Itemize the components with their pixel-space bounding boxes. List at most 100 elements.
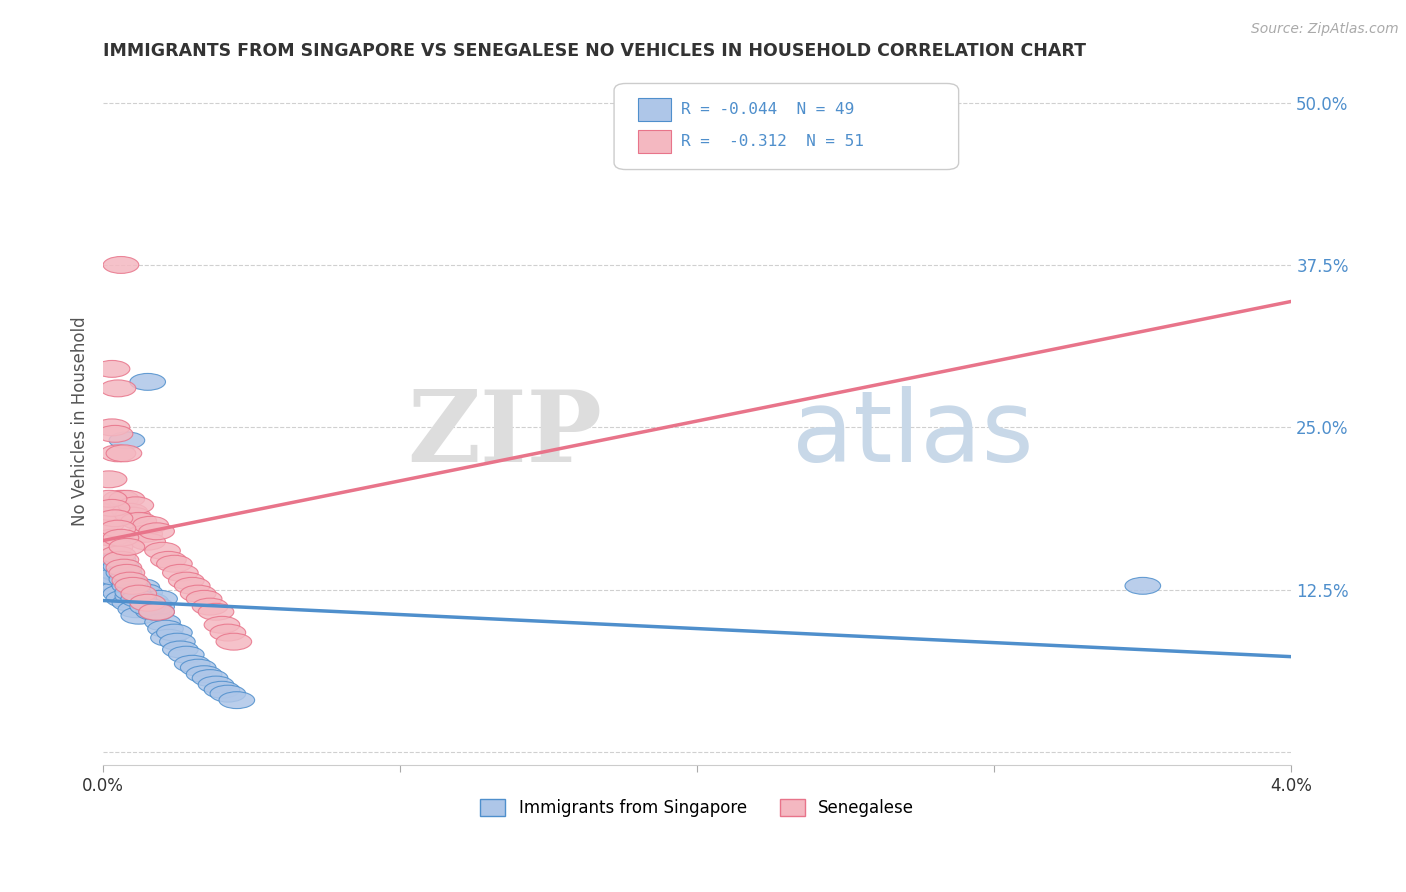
Ellipse shape [174,656,209,673]
Ellipse shape [150,630,187,646]
Ellipse shape [142,591,177,607]
FancyBboxPatch shape [614,84,959,169]
Y-axis label: No Vehicles in Household: No Vehicles in Household [72,316,89,525]
Ellipse shape [97,510,132,526]
Ellipse shape [121,591,156,607]
Ellipse shape [94,419,129,436]
Ellipse shape [112,577,148,594]
Ellipse shape [145,542,180,559]
Ellipse shape [145,614,180,631]
Ellipse shape [97,574,132,591]
Ellipse shape [132,593,169,610]
Ellipse shape [112,503,148,520]
Text: R =  -0.312  N = 51: R = -0.312 N = 51 [681,134,863,149]
Ellipse shape [91,556,127,572]
Ellipse shape [110,572,145,589]
Ellipse shape [129,374,166,391]
Ellipse shape [124,579,159,596]
Ellipse shape [94,562,129,579]
Legend: Immigrants from Singapore, Senegalese: Immigrants from Singapore, Senegalese [474,792,921,823]
Ellipse shape [139,603,174,620]
Ellipse shape [174,577,209,594]
Ellipse shape [132,516,169,533]
Ellipse shape [100,582,136,599]
Ellipse shape [148,620,183,637]
FancyBboxPatch shape [638,98,671,121]
Ellipse shape [121,607,156,624]
Ellipse shape [156,556,193,572]
Ellipse shape [169,572,204,589]
Ellipse shape [105,559,142,576]
Ellipse shape [103,529,139,546]
Ellipse shape [150,551,187,568]
Ellipse shape [115,577,150,594]
Ellipse shape [127,525,163,542]
Ellipse shape [112,594,148,611]
Ellipse shape [209,624,246,641]
Ellipse shape [209,685,246,702]
Ellipse shape [105,591,142,607]
Text: ZIP: ZIP [408,386,602,483]
Ellipse shape [110,565,145,582]
Ellipse shape [110,432,145,449]
Text: IMMIGRANTS FROM SINGAPORE VS SENEGALESE NO VEHICLES IN HOUSEHOLD CORRELATION CHA: IMMIGRANTS FROM SINGAPORE VS SENEGALESE … [103,42,1085,60]
Text: R = -0.044  N = 49: R = -0.044 N = 49 [681,103,853,117]
Ellipse shape [198,676,233,693]
Ellipse shape [115,588,150,605]
Ellipse shape [94,577,129,594]
Ellipse shape [97,425,132,442]
Ellipse shape [193,599,228,615]
Ellipse shape [110,491,145,508]
Ellipse shape [105,565,142,582]
Ellipse shape [169,646,204,663]
Ellipse shape [1125,577,1160,594]
Ellipse shape [204,681,240,698]
Ellipse shape [110,539,145,556]
Ellipse shape [163,565,198,582]
Ellipse shape [180,659,217,676]
FancyBboxPatch shape [638,129,671,153]
Ellipse shape [103,491,139,508]
Ellipse shape [139,599,174,615]
Ellipse shape [97,539,132,556]
Ellipse shape [110,571,145,588]
Ellipse shape [103,257,139,274]
Ellipse shape [100,551,136,568]
Ellipse shape [118,601,153,617]
Ellipse shape [180,585,217,602]
Ellipse shape [91,568,127,585]
Ellipse shape [115,508,150,524]
Ellipse shape [91,503,127,520]
Ellipse shape [136,603,172,620]
Ellipse shape [94,529,129,546]
Ellipse shape [121,585,156,602]
Ellipse shape [100,380,136,397]
Ellipse shape [163,641,198,658]
Text: atlas: atlas [793,386,1033,483]
Ellipse shape [118,497,153,514]
Ellipse shape [94,559,129,576]
Ellipse shape [103,551,139,568]
Ellipse shape [103,585,139,602]
Ellipse shape [198,603,233,620]
Ellipse shape [89,516,124,533]
Ellipse shape [187,591,222,607]
Ellipse shape [193,670,228,687]
Ellipse shape [129,594,166,611]
Ellipse shape [127,584,163,601]
Ellipse shape [105,445,142,462]
Ellipse shape [219,691,254,708]
Ellipse shape [91,471,127,488]
Ellipse shape [139,603,174,620]
Ellipse shape [94,500,129,516]
Ellipse shape [112,572,148,589]
Ellipse shape [121,512,156,529]
Text: Source: ZipAtlas.com: Source: ZipAtlas.com [1251,22,1399,37]
Ellipse shape [159,633,195,650]
Ellipse shape [156,624,193,641]
Ellipse shape [100,520,136,537]
Ellipse shape [217,633,252,650]
Ellipse shape [100,546,136,563]
Ellipse shape [103,558,139,574]
Ellipse shape [91,491,127,508]
